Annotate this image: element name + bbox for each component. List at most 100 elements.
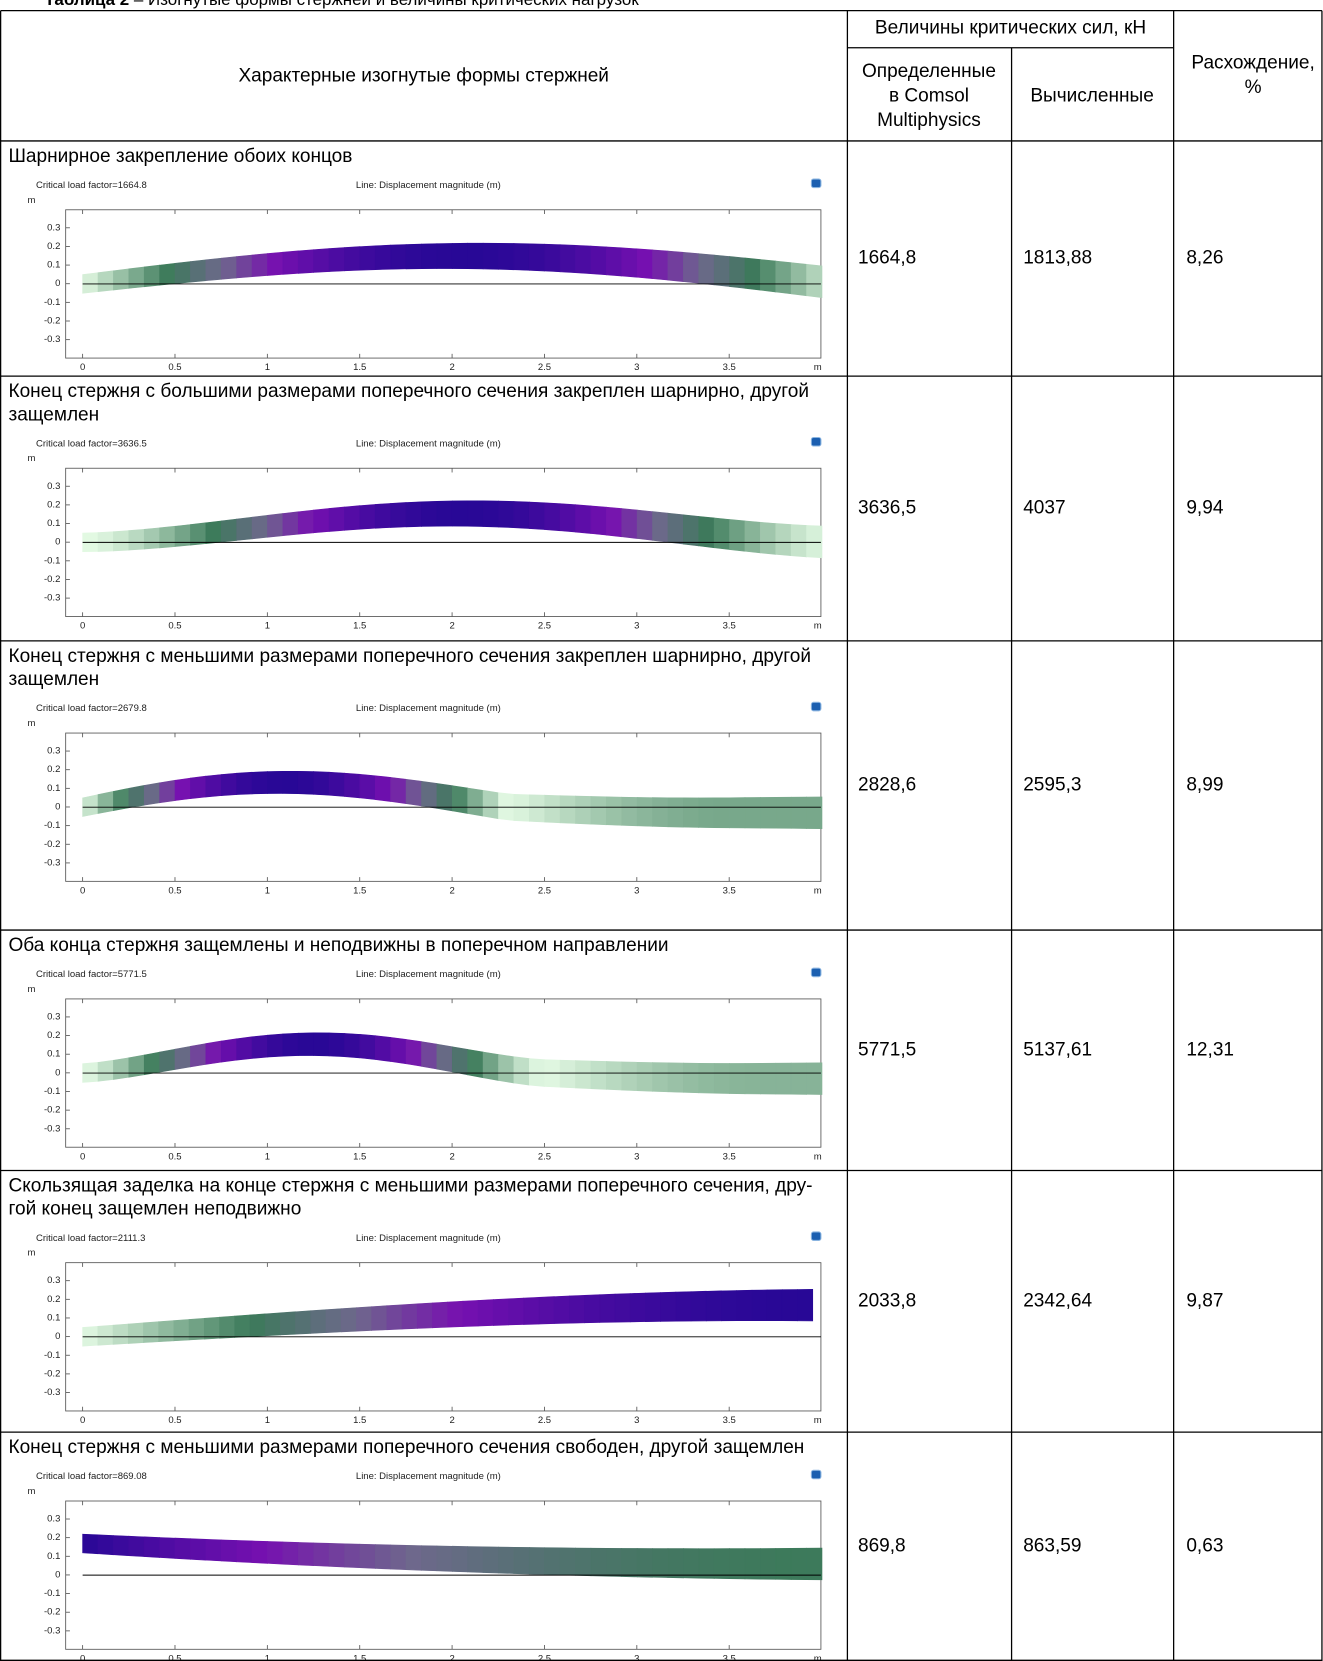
beam-segment (760, 260, 775, 292)
difference-value: 9,87 (1186, 1290, 1223, 1311)
y-tick-label: -0.3 (44, 334, 60, 345)
beam-segment (452, 786, 467, 814)
beam-segment (591, 246, 606, 275)
beam-segment (437, 243, 452, 268)
y-tick-label: 0 (55, 278, 60, 289)
y-tick-label: -0.3 (44, 593, 60, 604)
beam-segment (329, 772, 344, 796)
beam-segment (391, 1545, 406, 1570)
beam-segment (683, 1549, 698, 1579)
beam-segment (745, 1549, 760, 1580)
row-description: гой конец защемлен неподвижно (8, 1199, 301, 1220)
beam-segment (752, 1290, 767, 1321)
beam-segment (600, 1294, 615, 1322)
beam-segment (98, 1535, 113, 1555)
beam-segment (554, 1296, 569, 1324)
header-cell: Вычисленные (1030, 85, 1154, 106)
beam-segment (683, 515, 698, 546)
y-unit: m (28, 195, 36, 206)
difference-value: 12,31 (1186, 1039, 1234, 1060)
beam-segment (606, 507, 621, 537)
beam-segment (360, 504, 375, 529)
plot-title: Critical load factor=2679.8 (36, 703, 147, 714)
beam-segment (174, 1319, 189, 1340)
beam-segment (448, 1301, 463, 1327)
y-tick-label: -0.3 (44, 1387, 60, 1398)
x-tick-label: 3.5 (723, 1151, 736, 1162)
beam-segment (129, 1536, 144, 1556)
beam-segment (591, 1061, 606, 1089)
y-tick-label: -0.3 (44, 1123, 60, 1134)
plot-icon (811, 1470, 821, 1478)
beam-segment (776, 261, 791, 294)
beam-segment (360, 1034, 375, 1059)
beam-segment (499, 501, 514, 528)
x-tick-label: 1.5 (353, 1151, 366, 1162)
beam-segment (375, 776, 390, 802)
beam-segment (767, 1290, 782, 1321)
beam-segment (576, 505, 591, 534)
x-tick-label: 2 (449, 885, 454, 896)
x-tick-label: 0.5 (168, 621, 181, 632)
beam-segment (221, 519, 236, 542)
beam-segment (683, 798, 698, 828)
beam-segment (791, 525, 806, 557)
beam-segment (509, 1298, 524, 1325)
beam-segment (267, 514, 282, 538)
header-cell: Характерные изогнутые формы стержней (238, 65, 609, 86)
beam-segment (529, 1059, 544, 1087)
beam-segment (311, 1310, 326, 1334)
beam-segment (406, 779, 421, 806)
x-unit: m (814, 1151, 822, 1162)
beam-segment (329, 1033, 344, 1057)
beam-segment (798, 1289, 813, 1321)
beam-segment (791, 263, 806, 296)
row-description: Конец стержня с меньшими размерами попер… (8, 646, 811, 667)
x-unit: m (814, 621, 822, 632)
beam-segment (83, 795, 98, 817)
x-tick-label: 1 (265, 1415, 270, 1426)
plot-title: Critical load factor=3636.5 (36, 438, 147, 449)
x-tick-label: 0 (80, 1151, 85, 1162)
beam-segment (175, 525, 190, 547)
beam-segment (545, 244, 560, 272)
beam-segment (807, 1063, 822, 1095)
beam-segment (129, 267, 144, 288)
beam-segment (721, 1291, 736, 1321)
header-cell: Расхождение, (1191, 53, 1314, 74)
beam-segment (668, 251, 683, 281)
y-tick-label: 0.1 (47, 1312, 60, 1323)
y-tick-label: -0.1 (44, 555, 60, 566)
beam-segment (298, 1542, 313, 1565)
x-tick-label: 0 (80, 1415, 85, 1426)
beam-segment (252, 1035, 267, 1058)
beam-segment (714, 1549, 729, 1579)
x-tick-label: 3 (634, 362, 639, 373)
plot-icon (811, 1232, 821, 1240)
beam-segment (699, 516, 714, 547)
x-tick-label: 3 (634, 621, 639, 632)
beam-segment (545, 795, 560, 823)
x-tick-label: 3.5 (723, 621, 736, 632)
beam-segment (730, 519, 745, 551)
calculated-value: 5137,61 (1023, 1039, 1092, 1060)
row-description: защемлен (8, 404, 99, 425)
beam-segment (267, 1541, 282, 1564)
beam-segment (375, 245, 390, 270)
beam-segment (468, 788, 483, 816)
beam-segment (653, 250, 668, 280)
beam-segment (560, 796, 575, 824)
x-tick-label: 2 (449, 1415, 454, 1426)
beam-segment (545, 1548, 560, 1575)
y-tick-label: 0.3 (47, 481, 60, 492)
page: Таблица 2 – Изогнутые формы стержней и в… (0, 0, 1323, 1661)
beam-segment (791, 797, 806, 828)
beam-segment (668, 1549, 683, 1578)
beam-segment (98, 271, 113, 292)
y-tick-label: 0.1 (47, 783, 60, 794)
beam-segment (499, 1054, 514, 1082)
beam-segment (113, 269, 128, 290)
beam-segment (267, 1034, 282, 1057)
y-tick-label: 0.2 (47, 241, 60, 252)
beam-segment (221, 1039, 236, 1062)
